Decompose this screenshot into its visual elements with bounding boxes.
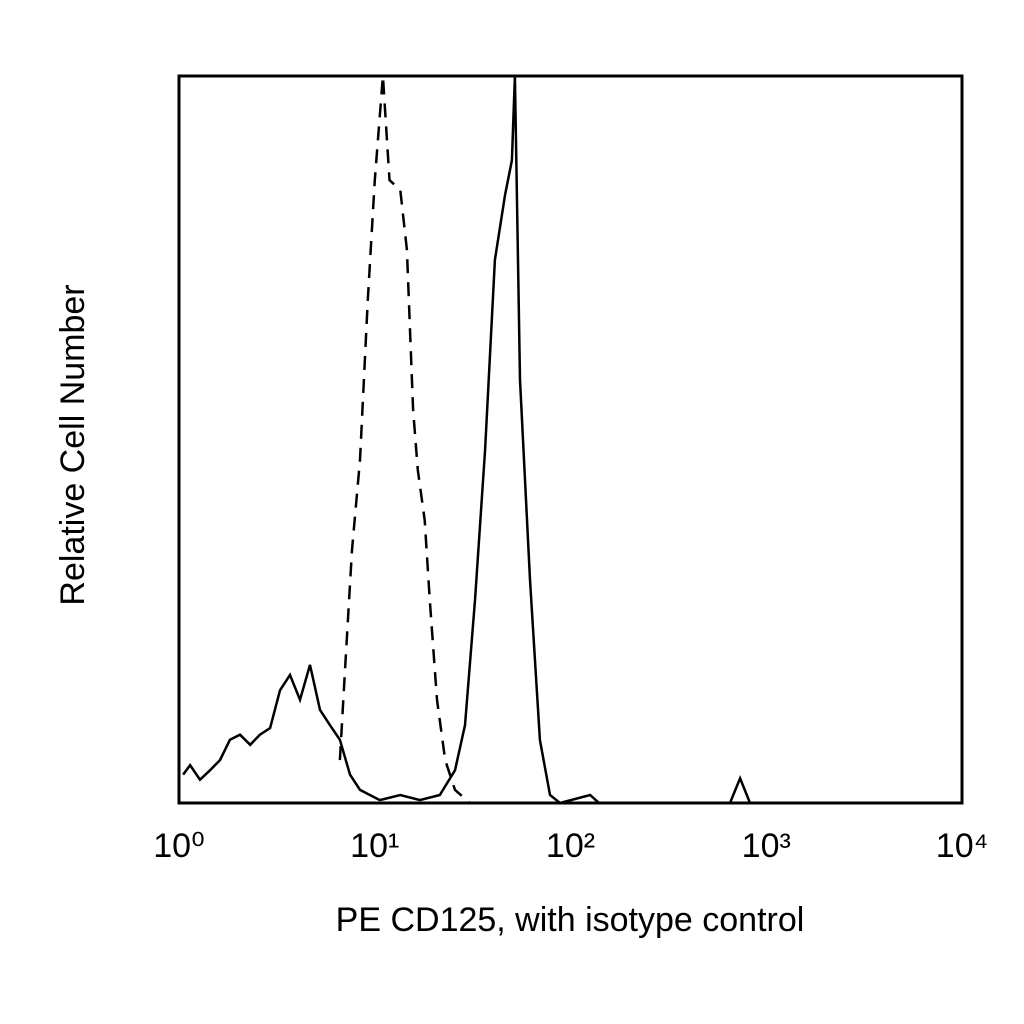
histogram-line: [338, 75, 471, 804]
x-tick-label: 10⁴: [936, 827, 988, 865]
plot-frame: [177, 74, 964, 805]
x-tick-label: 10³: [742, 827, 791, 865]
x-tick-label: 10⁰: [153, 827, 204, 865]
histogram-line: [182, 75, 958, 805]
x-tick-label: 10²: [546, 827, 595, 865]
y-axis-label: Relative Cell Number: [54, 284, 92, 605]
x-tick-label: 10¹: [350, 827, 399, 865]
x-axis-label: PE CD125, with isotype control: [336, 901, 805, 939]
